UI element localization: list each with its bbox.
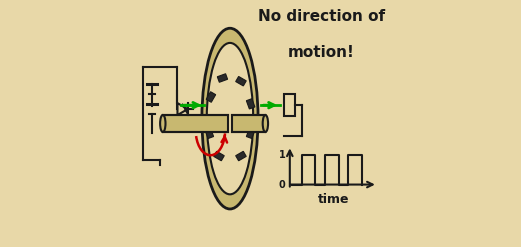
Bar — [217, 74, 228, 82]
Bar — [246, 128, 255, 139]
Ellipse shape — [263, 115, 268, 132]
Bar — [246, 99, 255, 109]
Ellipse shape — [202, 28, 258, 209]
Bar — [214, 151, 224, 161]
Text: 1: 1 — [279, 150, 286, 160]
Bar — [235, 77, 246, 86]
Bar — [205, 128, 214, 139]
Text: time: time — [318, 193, 350, 206]
Text: motion!: motion! — [288, 45, 355, 60]
Bar — [206, 92, 216, 102]
Bar — [235, 151, 246, 161]
Ellipse shape — [160, 115, 166, 132]
Text: 0: 0 — [279, 180, 286, 189]
FancyBboxPatch shape — [232, 115, 265, 132]
Bar — [284, 94, 295, 116]
FancyBboxPatch shape — [163, 115, 228, 132]
Ellipse shape — [207, 43, 253, 194]
Text: No direction of: No direction of — [258, 9, 385, 24]
